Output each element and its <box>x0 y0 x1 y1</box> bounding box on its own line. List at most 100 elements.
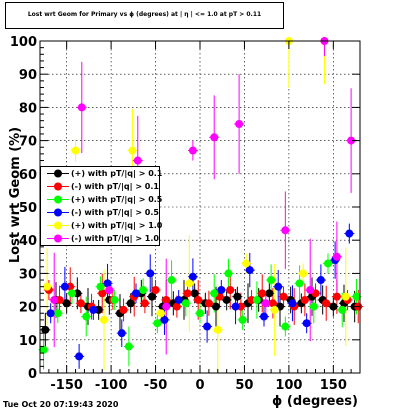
legend-label: (-) with pT/|q| > 1.0 <box>71 234 159 243</box>
x-axis-label: ϕ (degrees) <box>272 394 358 409</box>
data-point <box>309 302 318 311</box>
data-point <box>204 299 213 308</box>
data-point <box>268 299 277 308</box>
data-point <box>224 269 233 278</box>
data-point <box>160 315 169 324</box>
legend-marker <box>47 208 69 217</box>
data-point <box>238 315 247 324</box>
data-point <box>41 325 50 334</box>
y-tick-label: 70 <box>19 135 37 150</box>
data-point <box>62 299 71 308</box>
data-point <box>212 302 220 311</box>
data-point <box>332 252 341 261</box>
data-point <box>105 286 114 294</box>
y-tick-label: 90 <box>19 68 37 83</box>
data-point <box>139 286 148 294</box>
data-point <box>281 322 290 331</box>
data-point <box>117 329 126 338</box>
x-tick-label: 100 <box>275 378 302 393</box>
data-point <box>210 289 219 298</box>
data-point <box>233 292 242 301</box>
y-tick-label: 10 <box>19 334 37 349</box>
chart-title: Lost wrt Geom for Primary vs ϕ (degrees)… <box>27 11 262 18</box>
axes: -150 -100 -50 0 50 100 150 0 10 20 30 40 50 60 70 80 90 1… <box>10 35 360 393</box>
data-point <box>190 289 199 298</box>
legend-label: (+) with pT/|q| > 0.5 <box>71 195 163 204</box>
data-point <box>140 299 149 308</box>
legend-marker <box>47 169 69 178</box>
data-point <box>338 305 347 314</box>
data-point <box>261 299 270 308</box>
data-point <box>60 282 69 291</box>
data-point <box>226 286 235 294</box>
data-point <box>352 292 361 301</box>
data-point <box>279 292 288 301</box>
data-point <box>260 312 268 321</box>
x-tick-label: -50 <box>144 378 168 393</box>
y-tick-label: 80 <box>19 101 37 116</box>
data-point <box>46 309 55 318</box>
data-point <box>39 345 48 354</box>
y-tick-label: 40 <box>19 234 37 249</box>
data-point <box>50 295 59 304</box>
data-point <box>124 342 133 351</box>
legend-entry: (-) with pT/|q| > 0.1 <box>41 180 161 193</box>
data-point <box>274 282 283 291</box>
legend-marker <box>47 221 69 230</box>
data-point <box>231 302 240 311</box>
data-point <box>68 289 76 298</box>
data-point <box>252 295 261 304</box>
x-tick-label: 0 <box>195 378 204 393</box>
data-point <box>151 286 160 294</box>
y-axis-label: Lost wrt Geom (%) <box>8 127 23 263</box>
legend-entry: (-) with pT/|q| > 0.5 <box>41 206 161 219</box>
data-point <box>53 309 62 318</box>
data-point <box>132 289 140 298</box>
data-point <box>245 266 254 275</box>
data-point <box>295 279 304 288</box>
data-point <box>100 315 108 324</box>
data-point <box>75 352 84 361</box>
data-point <box>324 259 332 268</box>
data-point <box>76 299 85 308</box>
data-point <box>347 136 356 145</box>
data-point <box>96 282 105 291</box>
data-point <box>329 302 338 311</box>
data-point <box>162 295 171 304</box>
data-point <box>306 286 315 294</box>
data-point <box>299 269 308 278</box>
data-point <box>302 319 311 328</box>
data-points <box>39 37 363 361</box>
legend-label: (-) with pT/|q| > 0.5 <box>71 208 159 217</box>
data-point <box>174 295 183 304</box>
data-point <box>128 146 137 155</box>
y-tick-label: 60 <box>19 168 37 183</box>
legend-marker <box>47 234 69 243</box>
legend-label: (+) with pT/|q| > 0.1 <box>71 169 163 178</box>
data-point <box>265 289 274 298</box>
data-point <box>258 289 267 298</box>
data-point <box>183 289 192 298</box>
data-point <box>235 120 244 128</box>
data-point <box>103 279 112 288</box>
data-point <box>126 299 135 308</box>
data-point <box>332 292 341 301</box>
data-point <box>146 269 155 278</box>
data-point <box>153 319 162 328</box>
data-point <box>300 295 309 304</box>
data-point <box>341 292 350 301</box>
data-point <box>188 146 197 155</box>
data-point <box>270 305 279 314</box>
legend-entry: (+) with pT/|q| > 1.0 <box>41 219 163 232</box>
x-tick-label: -150 <box>50 378 83 393</box>
data-point <box>82 312 91 321</box>
data-point <box>322 299 331 308</box>
legend-entry: (+) with pT/|q| > 0.5 <box>41 193 163 206</box>
data-point <box>267 276 276 285</box>
legend-label: (+) with pT/|q| > 1.0 <box>71 221 163 230</box>
data-point <box>210 133 219 142</box>
y-tick-label: 20 <box>19 301 37 316</box>
y-tick-label: 30 <box>19 267 37 282</box>
data-point <box>185 279 194 288</box>
